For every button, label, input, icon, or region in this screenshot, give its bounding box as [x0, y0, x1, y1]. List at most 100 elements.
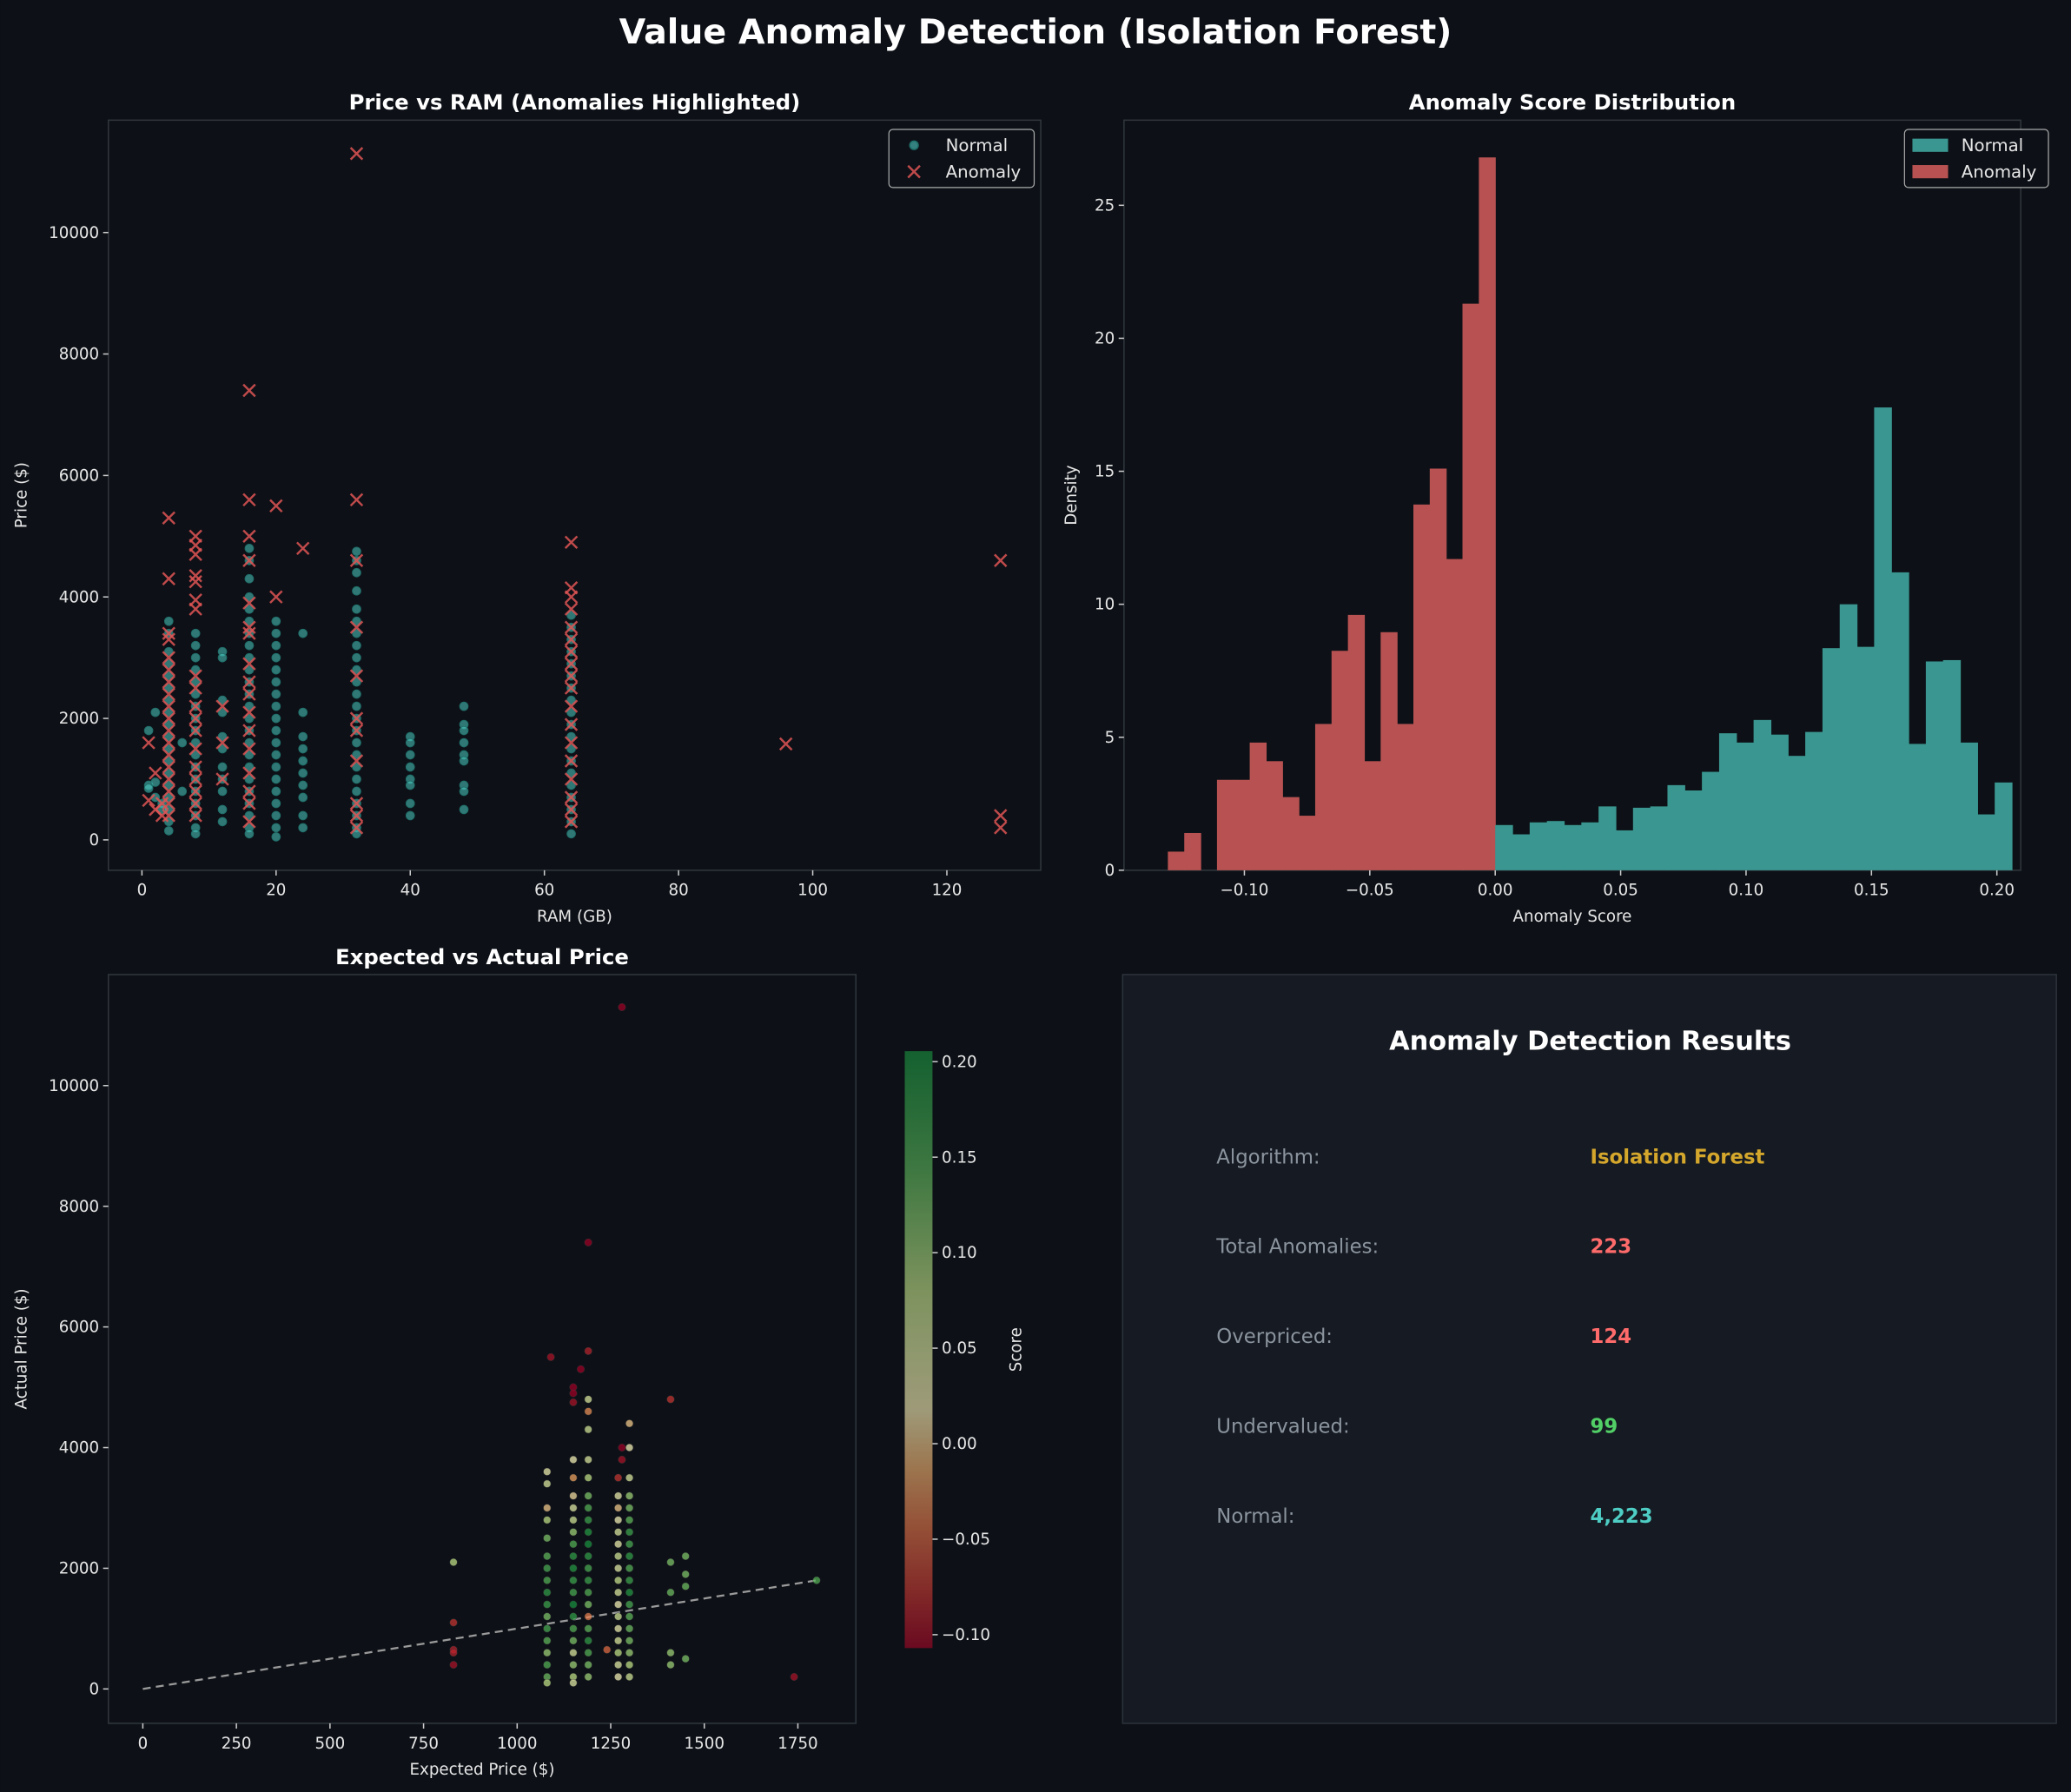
price-point — [618, 1455, 626, 1464]
normal-point — [298, 731, 308, 742]
result-value: 223 — [1591, 1236, 1632, 1259]
price-point — [625, 1624, 634, 1633]
anomaly-point — [242, 742, 256, 756]
normal-point — [190, 737, 201, 748]
anomaly-point — [189, 575, 202, 589]
normal-point — [405, 750, 415, 760]
y-tick-label: 0 — [89, 831, 100, 850]
normal-point — [298, 707, 308, 717]
normal-point — [271, 762, 281, 772]
result-value: 4,223 — [1591, 1505, 1653, 1528]
price-point — [569, 1528, 578, 1537]
anomaly-point — [242, 657, 256, 671]
price-point — [584, 1649, 592, 1657]
result-label: Overpriced: — [1216, 1326, 1333, 1348]
normal-bar — [1581, 822, 1599, 870]
price-point — [584, 1576, 592, 1584]
y-tick-label: 4000 — [59, 588, 99, 606]
y-tick-label: 10 — [1095, 596, 1115, 614]
anomaly-point — [162, 632, 175, 646]
legend-label: Anomaly — [946, 162, 1022, 182]
anomaly-point — [242, 766, 256, 780]
price-point — [449, 1661, 458, 1670]
anomaly-point — [142, 736, 155, 750]
price-point — [543, 1564, 552, 1572]
result-value: 124 — [1591, 1326, 1632, 1348]
colorbar-tick-label: 0.15 — [942, 1148, 977, 1167]
price-point — [681, 1655, 690, 1663]
price-point — [614, 1504, 623, 1512]
price-point — [569, 1473, 578, 1482]
normal-point — [163, 658, 174, 669]
normal-point — [177, 737, 188, 748]
anomaly-point — [564, 754, 579, 768]
normal-bar — [1805, 731, 1823, 870]
normal-point — [244, 810, 255, 821]
normal-point — [352, 701, 361, 711]
x-tick-label: 750 — [408, 1735, 439, 1753]
normal-bar — [1650, 806, 1669, 870]
normal-point — [566, 744, 576, 754]
price-point — [666, 1395, 675, 1404]
price-point — [625, 1637, 634, 1645]
normal-point — [150, 777, 161, 787]
normal-point — [352, 640, 361, 651]
price-point — [569, 1612, 578, 1621]
y-tick-label: 10000 — [49, 224, 99, 242]
normal-point — [190, 640, 201, 651]
price-point — [543, 1624, 552, 1633]
legend-swatch — [1912, 165, 1949, 179]
anomaly-point — [189, 742, 202, 756]
normal-point — [190, 750, 201, 760]
price-point — [584, 1491, 592, 1500]
anomaly-point — [349, 754, 364, 768]
normal-point — [163, 768, 174, 778]
normal-point — [459, 756, 469, 766]
normal-bar — [1977, 814, 1995, 870]
normal-point — [352, 786, 361, 797]
normal-bar — [1960, 742, 1978, 870]
price-point — [543, 1479, 552, 1488]
x-axis-label: Anomaly Score — [1513, 908, 1632, 926]
anomaly-point — [564, 669, 579, 683]
plot-area — [108, 974, 857, 1724]
price-point — [569, 1600, 578, 1609]
normal-point — [271, 832, 281, 842]
normal-point — [459, 804, 469, 815]
normal-bar — [1925, 661, 1944, 870]
anomaly-point — [162, 797, 175, 810]
anomaly-bar — [1184, 832, 1201, 870]
normal-point — [352, 652, 361, 663]
legend-label: Normal — [1962, 136, 2023, 155]
price-point — [584, 1624, 592, 1633]
x-tick-label: 250 — [222, 1735, 252, 1753]
anomaly-point — [564, 535, 579, 549]
y-tick-label: 2000 — [59, 1560, 99, 1578]
result-row: Total Anomalies: 223 — [1215, 1236, 1631, 1259]
normal-point — [271, 823, 281, 833]
anomaly-point — [189, 772, 202, 786]
x-tick-label: 100 — [797, 882, 828, 900]
price-point — [584, 1504, 592, 1512]
y-tick-label: 8000 — [59, 1198, 99, 1216]
normal-point — [190, 829, 201, 839]
anomaly-point — [162, 572, 175, 585]
normal-point — [244, 640, 255, 651]
price-point — [625, 1473, 634, 1482]
normal-point — [352, 774, 361, 784]
price-point — [625, 1600, 634, 1609]
result-row: Normal: 4,223 — [1216, 1505, 1652, 1528]
price-point — [625, 1588, 634, 1597]
normal-point — [190, 689, 201, 699]
normal-point — [352, 689, 361, 699]
y-tick-label: 6000 — [59, 466, 99, 485]
normal-point — [217, 744, 228, 754]
normal-bar — [1942, 659, 1962, 870]
y-tick-label: 5 — [1105, 729, 1115, 747]
anomaly-bar — [1168, 851, 1185, 870]
normal-point — [566, 707, 576, 717]
anomaly-point — [215, 699, 229, 713]
normal-point — [352, 616, 361, 626]
price-point — [584, 1238, 592, 1246]
result-row: Undervalued: 99 — [1216, 1415, 1618, 1438]
